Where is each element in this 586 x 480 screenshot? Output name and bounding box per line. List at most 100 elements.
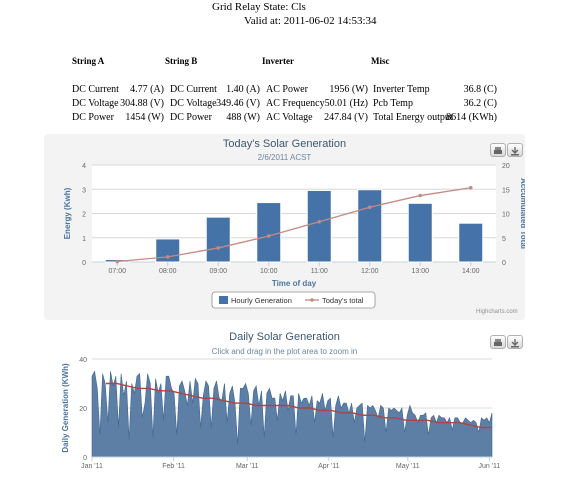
y2-tick-label: 20: [502, 163, 510, 170]
total-point: [216, 246, 221, 250]
daily-generation-chart[interactable]: 0 20 40 Jan '11 Feb '11 Mar '11 Apr '11 May '11…: [44, 327, 525, 475]
x-tick-label: May '11: [396, 463, 420, 470]
total-line: [117, 187, 471, 263]
y-axis-title: Daily Generation (KWh): [61, 363, 70, 453]
bar: [407, 202, 433, 263]
string-b-label: DC Current: [170, 84, 217, 95]
status-header-inverter-label: Inverter: [262, 56, 294, 66]
misc-label: Inverter Temp: [373, 84, 430, 95]
x-tick-label: 09:00: [209, 268, 227, 275]
inverter-label: AC Voltage: [266, 112, 313, 123]
trend-line: [106, 382, 492, 429]
misc-label: Total Energy output: [373, 112, 453, 123]
y2-tick-label: 5: [502, 236, 506, 243]
inverter-value: 247.84 (V): [324, 112, 368, 123]
highcharts-credit[interactable]: Highcharts.com: [476, 309, 518, 315]
chart-subtitle: Click and drag in the plot area to zoom …: [211, 347, 358, 356]
y-tick-label: 2: [82, 212, 86, 219]
y-tick-label: 0: [82, 260, 86, 267]
y2-tick-label: 10: [502, 212, 510, 219]
export-button[interactable]: [507, 143, 523, 157]
string-a-label: DC Voltage: [72, 98, 119, 109]
x-tick-label: Feb '11: [162, 463, 185, 470]
string-a-value: 304.88 (V): [120, 98, 164, 109]
bar: [458, 222, 484, 263]
bar: [357, 189, 383, 263]
status-header-misc-label: Misc: [371, 56, 390, 66]
grid-relay-state: Grid Relay State: Cls: [212, 1, 306, 13]
export-button[interactable]: [507, 335, 523, 349]
x-tick-label: 13:00: [411, 268, 429, 275]
status-header-string-a: String A: [72, 56, 105, 66]
x-tick-label: Jan '11: [81, 463, 103, 470]
x-tick-label: 10:00: [260, 268, 278, 275]
bar: [256, 202, 282, 263]
print-button[interactable]: [490, 143, 506, 157]
status-header-misc: Misc: [371, 56, 390, 66]
string-a-value: 4.77 (A): [130, 84, 164, 95]
print-icon: [494, 147, 502, 154]
string-b-value: 349.46 (V): [216, 98, 260, 109]
daily-area: [91, 370, 493, 458]
legend-label: Today's total: [322, 296, 364, 305]
valid-at-timestamp: Valid at: 2011-06-02 14:53:34: [244, 15, 377, 27]
total-point: [418, 193, 423, 198]
total-point: [317, 219, 322, 224]
x-tick-label: 07:00: [108, 268, 126, 275]
total-point: [266, 234, 271, 238]
status-table: String A String B Inverter Misc DC Curre…: [0, 0, 586, 130]
x-tick-label: 11:00: [311, 268, 328, 275]
misc-value: 36.2 (C): [463, 98, 497, 109]
string-b-label: DC Power: [170, 112, 212, 123]
daily-generation-panel: Daily Solar Generation Click and drag in…: [44, 327, 525, 475]
string-b-label: DC Voltage: [170, 98, 217, 109]
legend-swatch-bar: [219, 296, 228, 304]
string-b-value: 1.40 (A): [226, 84, 260, 95]
misc-value: 36.8 (C): [463, 84, 497, 95]
string-a-label: DC Power: [72, 112, 114, 123]
download-icon: [511, 147, 519, 156]
x-tick-label: 14:00: [462, 268, 480, 275]
total-point: [468, 185, 473, 190]
x-tick-label: Apr '11: [318, 463, 340, 470]
y-tick-label: 4: [82, 163, 86, 170]
inverter-value: 1956 (W): [329, 84, 368, 95]
chart-title: Daily Solar Generation: [229, 331, 340, 343]
y-tick-label: 3: [82, 187, 86, 194]
misc-label: Pcb Temp: [373, 98, 413, 109]
y-tick-label: 1: [82, 236, 86, 243]
todays-generation-panel: Today's Solar Generation 2/6/2011 ACST H…: [44, 134, 525, 320]
y-tick-label: 40: [79, 357, 87, 364]
total-point: [115, 259, 120, 264]
inverter-label: AC Power: [266, 84, 308, 95]
inverter-value: 50.01 (Hz): [324, 98, 368, 109]
status-header-string-b: String B: [165, 56, 197, 66]
bar: [205, 216, 231, 263]
string-a-label: DC Current: [72, 84, 119, 95]
y-tick-label: 0: [83, 455, 87, 462]
inverter-label: AC Frequency: [266, 98, 325, 109]
chart-subtitle: 2/6/2011 ACST: [257, 153, 312, 162]
chart-title: Today's Solar Generation: [222, 138, 347, 150]
misc-value: 8614 (KWh): [446, 112, 497, 123]
x-tick-label: Jun '11: [478, 463, 500, 470]
print-button[interactable]: [490, 335, 506, 349]
y2-tick-label: 15: [502, 187, 510, 194]
x-tick-label: 08:00: [159, 268, 177, 275]
y-tick-label: 20: [79, 406, 87, 413]
x-axis-title: Time of day: [272, 279, 317, 288]
string-b-value: 488 (W): [226, 112, 260, 123]
total-point: [165, 255, 170, 259]
string-a-value: 1454 (W): [125, 112, 164, 123]
legend-box: [211, 291, 376, 309]
y-axis-title: Energy (Kwh): [63, 187, 72, 239]
download-icon: [511, 339, 519, 348]
legend-label: Hourly Generation: [231, 296, 292, 305]
x-tick-label: 12:00: [361, 268, 379, 275]
todays-generation-chart: 0 1 2 3 4 0 5 10 15 20 07:00 08:00 09:00 10:00 11:00 12…: [63, 163, 525, 309]
bar: [306, 189, 332, 263]
print-icon: [494, 339, 502, 346]
status-header-string-b-label: String B: [165, 56, 198, 66]
x-tick-label: Mar '11: [236, 463, 259, 470]
total-point: [367, 205, 372, 209]
